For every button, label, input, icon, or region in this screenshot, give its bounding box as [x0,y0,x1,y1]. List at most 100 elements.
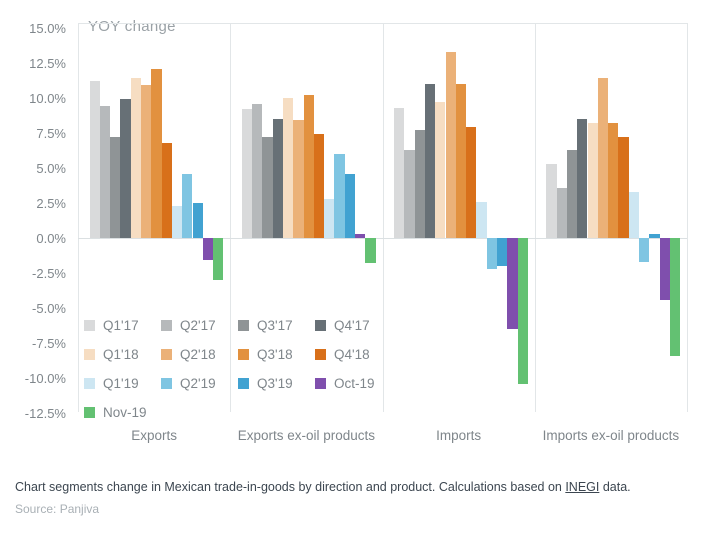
bar [517,238,528,384]
panel-divider [535,23,536,412]
bar [404,149,415,238]
legend-swatch [84,319,95,331]
y-tick-label: 5.0% [36,161,66,176]
bar [272,119,283,238]
legend-swatch [315,377,326,389]
legend-label: Q4'18 [334,346,370,362]
bar [455,84,467,238]
bar [110,137,121,238]
legend-label: Q2'17 [180,317,216,333]
y-tick-label: -2.5% [32,266,66,281]
bar [202,238,214,261]
caption-text-pre: Chart segments change in Mexican trade-i… [15,480,566,494]
bar [424,84,436,238]
legend-swatch [84,406,95,418]
legend-item: Q2'19 [161,375,216,391]
bar [507,238,518,329]
bar [497,238,508,266]
bar [435,102,446,238]
chart-caption: Chart segments change in Mexican trade-i… [15,479,705,496]
bar [213,238,224,280]
category-label: Exports ex-oil products [237,428,376,443]
bar [597,78,609,238]
legend-label: Q4'17 [334,317,370,333]
bar [556,187,567,238]
bar [182,173,193,238]
panel-divider [383,23,384,412]
caption-text-post: data. [599,480,631,494]
panel-divider [230,23,231,412]
bar [99,106,111,238]
legend-label: Q2'18 [180,346,216,362]
bar [192,203,203,238]
bar [89,81,100,238]
legend-label: Q3'18 [257,346,293,362]
legend-swatch [238,377,249,389]
bar [669,238,681,356]
legend-item: Q1'18 [84,346,139,362]
bar [587,123,598,238]
legend-label: Q3'17 [257,317,293,333]
legend-label: Q1'18 [103,346,139,362]
y-tick-label: -10.0% [24,371,66,386]
legend-swatch [315,319,326,331]
bar [344,173,356,238]
bar [171,205,183,238]
legend-swatch [238,348,249,360]
bar [151,68,162,238]
legend-label: Q1'19 [103,375,139,391]
bar [161,142,172,238]
legend-label: Q2'19 [180,375,216,391]
y-tick-label: 0.0% [36,231,66,246]
bar [303,95,314,238]
legend-item: Q4'18 [315,346,370,362]
bar [546,163,557,238]
bar [608,123,619,238]
y-tick-label: 7.5% [36,126,66,141]
legend-item: Q1'17 [84,317,139,333]
legend-item: Q1'19 [84,375,139,391]
legend-label: Oct-19 [334,375,375,391]
bar [476,201,487,238]
y-tick-label: 15.0% [29,21,66,36]
legend-item: Oct-19 [315,375,375,391]
bar [365,238,376,264]
legend-item: Q2'18 [161,346,216,362]
bar [334,154,345,238]
bar [577,119,588,238]
category-label: Imports [436,428,482,443]
bar [130,78,141,238]
y-tick-label: 10.0% [29,91,66,106]
bar [445,51,456,238]
legend-swatch [84,348,95,360]
bar [324,198,335,238]
legend-item: Q4'17 [315,317,370,333]
bar [414,130,425,238]
y-tick-label: 2.5% [36,196,66,211]
legend-label: Q1'17 [103,317,139,333]
bar [241,109,253,238]
y-tick-label: -5.0% [32,301,66,316]
legend-swatch [161,377,172,389]
chart-title: YOY change [88,18,176,35]
bar [293,120,304,238]
legend-label: Q3'19 [257,375,293,391]
inegi-link[interactable]: INEGI [565,480,600,494]
bar [141,85,152,238]
legend-item: Q3'18 [238,346,293,362]
legend-swatch [161,348,172,360]
source-credit: Source: Panjiva [15,502,100,516]
bar [313,134,325,238]
category-label: Imports ex-oil products [542,428,680,443]
bar [628,191,639,238]
panel-divider [78,23,79,412]
panel-divider [687,23,688,412]
bar [649,233,660,238]
bar [252,103,263,238]
bar [262,137,273,238]
legend-item: Q3'19 [238,375,293,391]
legend-swatch [161,319,172,331]
bar [466,127,477,238]
zero-gridline [78,238,687,239]
